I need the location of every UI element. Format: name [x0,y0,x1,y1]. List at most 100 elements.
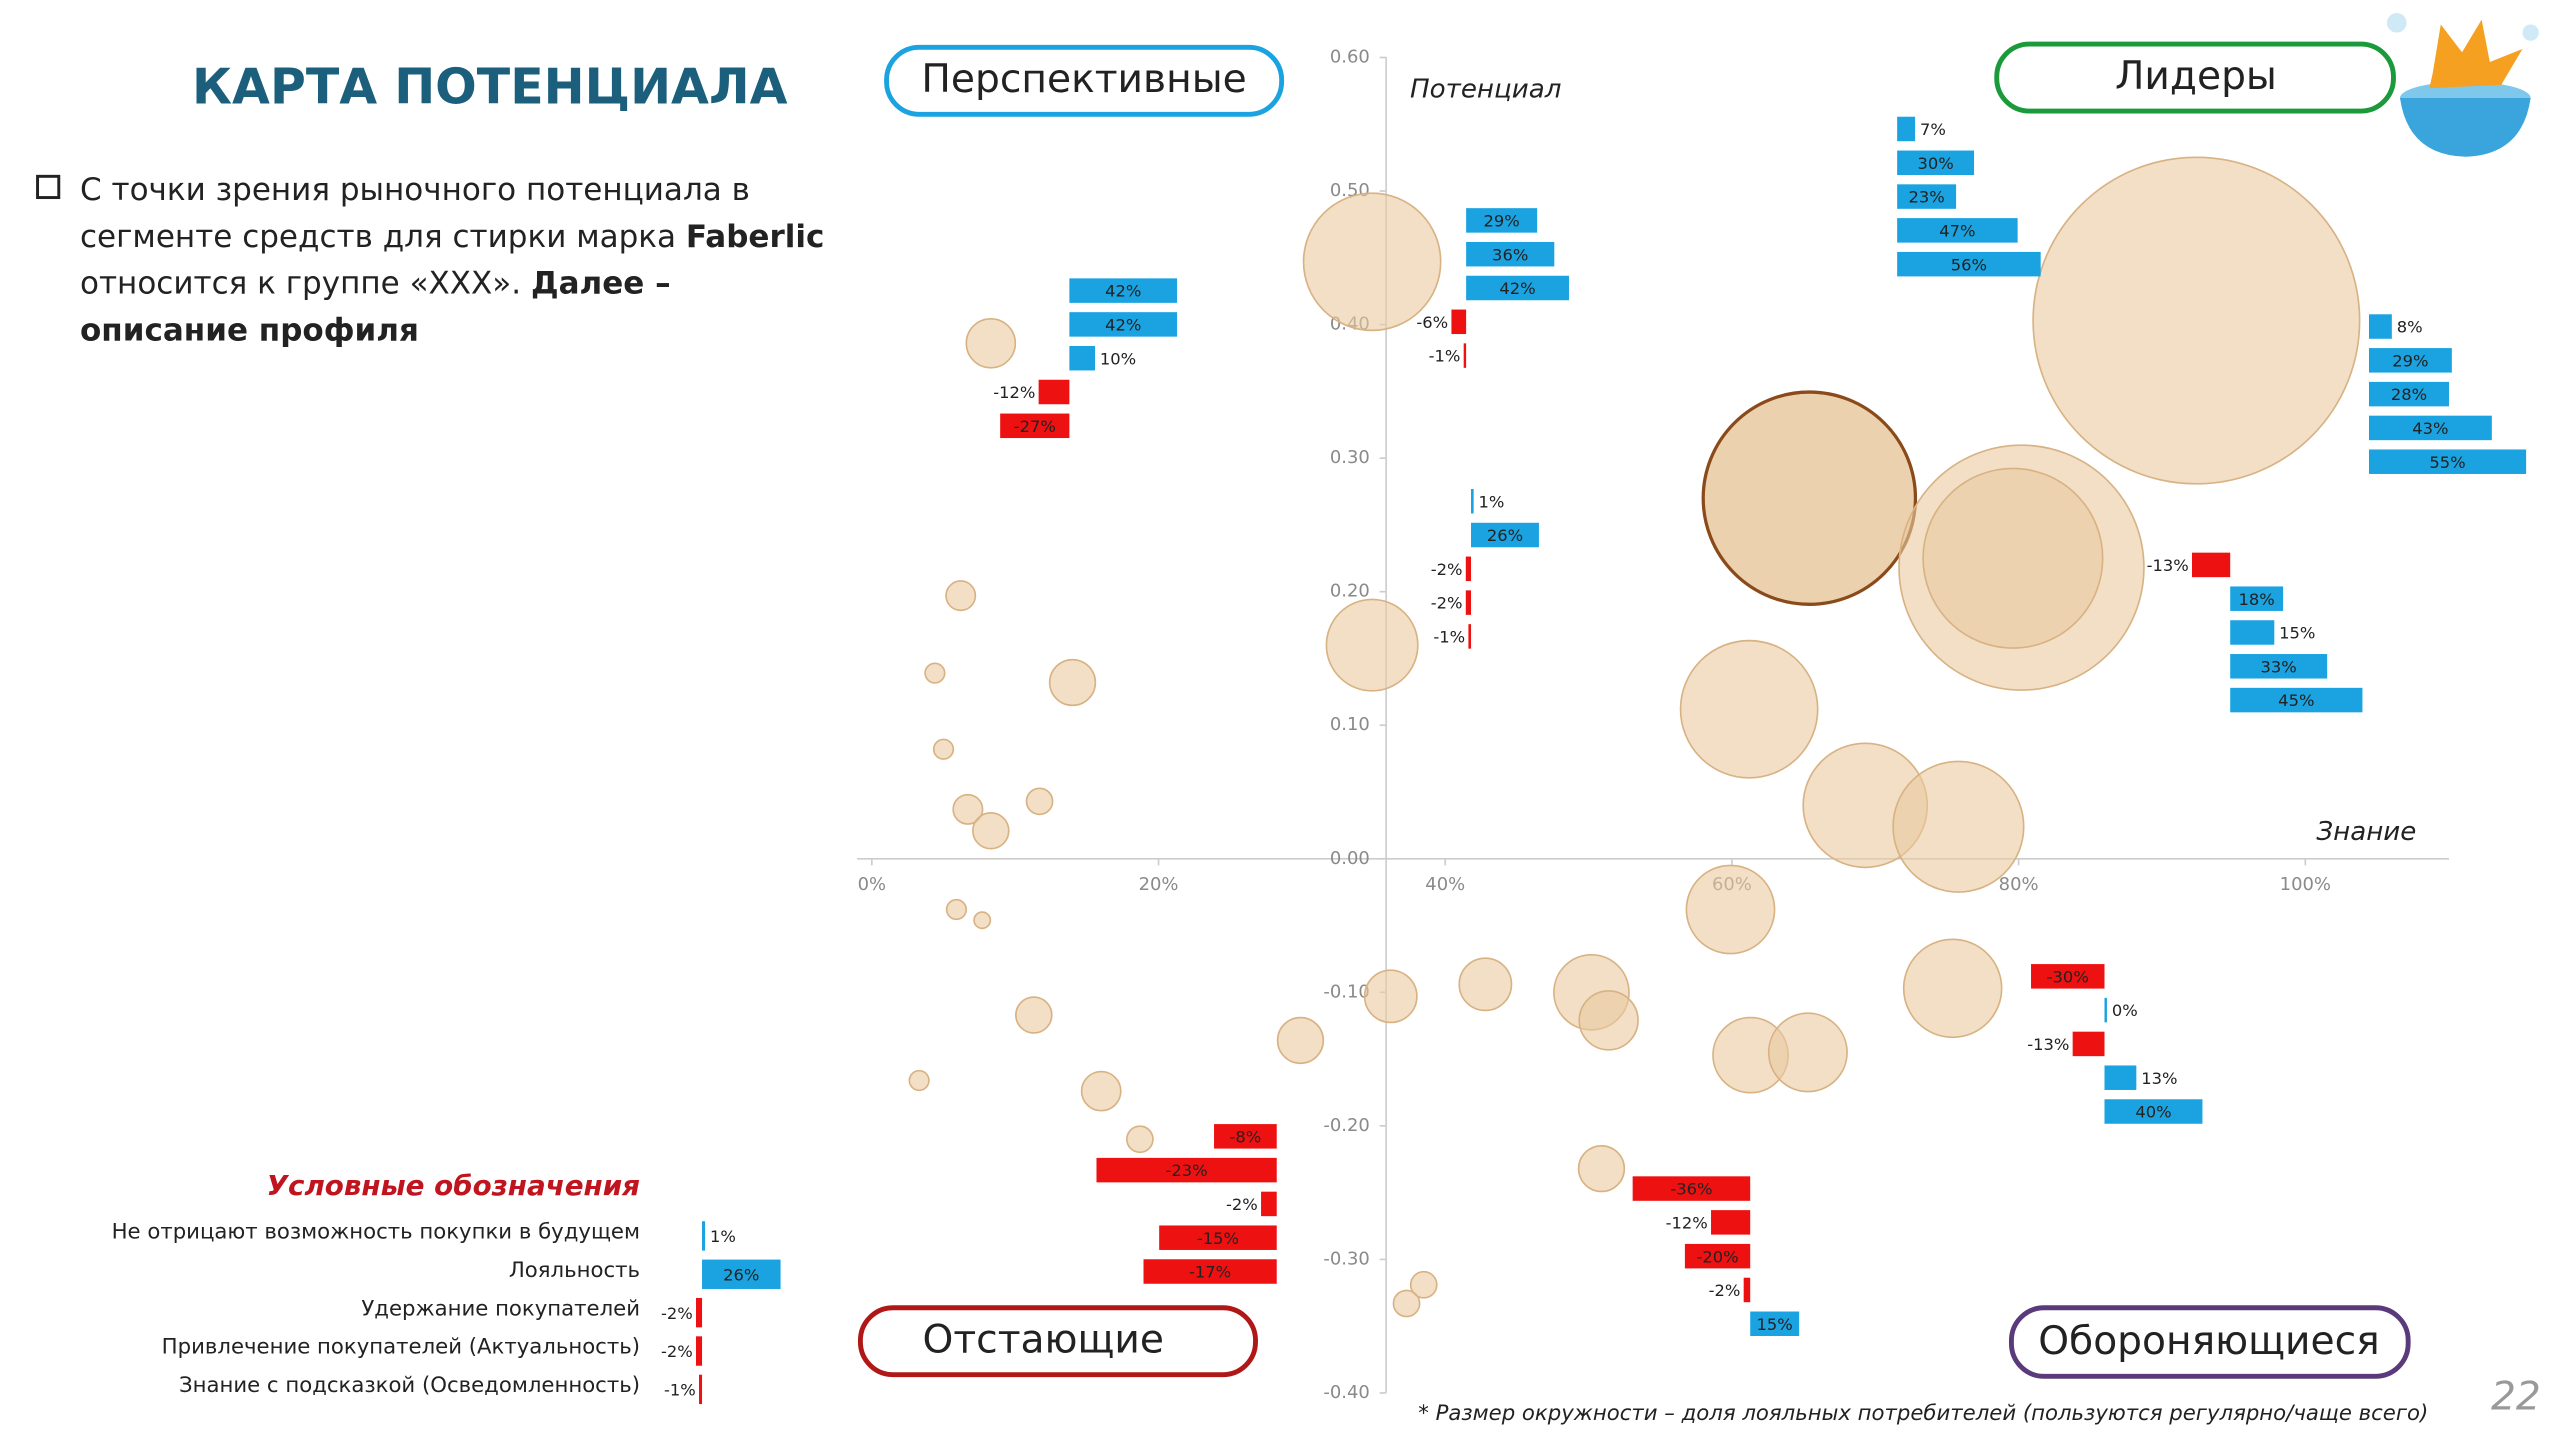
bar-label: -1% [1433,628,1465,647]
legend-title: Условные обозначения [267,1169,640,1202]
bar-label: -30% [2047,967,2089,986]
bullet-run: Далее – [531,266,671,302]
bar-label: -12% [1666,1214,1708,1233]
bubble [908,1069,930,1092]
bar-label: 26% [1487,526,1523,545]
bullet-line: сегменте средств для стирки марка Faberl… [80,219,824,255]
bar [1465,556,1472,582]
bullet-line: С точки зрения рыночного потенциала в [80,172,750,208]
bar [1897,218,2018,243]
bar-label: 8% [2397,318,2423,337]
bar-label: 29% [1483,212,1519,231]
bar-label: -12% [993,383,1035,402]
bubble [1892,760,2025,893]
x-tick-label: 0% [858,874,886,895]
page-number: 22 [2491,1375,2541,1420]
bar-label: 42% [1105,316,1141,335]
bar [1143,1259,1277,1284]
bar [1261,1191,1277,1217]
y-axis-label: Потенциал [1410,74,1561,104]
bar [702,1259,781,1289]
bar-label: 13% [2141,1069,2177,1088]
bar [1750,1311,1800,1336]
x-tick-label: 80% [1999,874,2039,895]
y-tick-label: -0.10 [1323,981,1369,1002]
bubble [973,911,992,930]
bar-label: -2% [661,1342,693,1361]
bubble [924,662,946,684]
legend-label: Знание с подсказкой (Осведомленность) [179,1373,640,1398]
y-tick-label: 0.60 [1330,46,1370,67]
bar [1897,184,1957,209]
quadrant-frame [884,44,1285,117]
quadrant-label: Обороняющиеся [2038,1319,2379,1364]
x-tick-label: 40% [1425,874,1465,895]
bar-label: 15% [1757,1315,1793,1334]
bar-label: 26% [723,1265,759,1284]
bar [1069,278,1178,303]
bar [2104,1065,2137,1090]
bar-label: -23% [1166,1161,1208,1180]
bullet-run: С точки зрения рыночного потенциала в [80,172,750,208]
bar-label: -6% [1416,313,1448,332]
bar-label: 1% [710,1227,736,1246]
bar-label: 15% [2279,624,2315,643]
bar [1069,345,1096,371]
bar [1159,1225,1277,1250]
bubble [1080,1070,1122,1112]
bubble [1409,1270,1438,1299]
quadrant-frame [2008,1305,2411,1379]
bar [1468,624,1472,649]
bar [1096,1157,1277,1183]
bar-label: -13% [2027,1035,2069,1054]
bar-label: 30% [1917,154,1953,173]
bullet-run: сегменте средств для стирки марка [80,219,686,255]
bubble [952,793,984,825]
bar-label: -2% [1431,594,1463,613]
quadrant-label: Перспективные [921,57,1246,102]
legend-label: Удержание покупателей [361,1296,640,1321]
bar [1466,241,1555,267]
bar [2368,449,2527,474]
bar [2230,620,2275,645]
y-tick-label: 0.30 [1330,447,1370,468]
bar-label: -2% [661,1304,693,1323]
bubble [965,317,1017,369]
bar [2104,997,2107,1023]
y-tick-label: 0.10 [1330,714,1370,735]
legend-label: Лояльность [509,1258,640,1283]
bar [1743,1277,1751,1303]
bar [702,1221,706,1251]
quadrant-label: Отстающие [923,1318,1164,1363]
bar [2104,1099,2203,1124]
bar-label: 0% [2112,1001,2138,1020]
bar [699,1374,703,1405]
bubble [1126,1125,1154,1154]
bar [1038,379,1070,405]
bar-label: -1% [664,1381,696,1400]
bullet-box [36,174,61,200]
bubble [1363,969,1418,1024]
bar-label: 36% [1492,245,1528,264]
bar [1897,116,1916,142]
bar [2368,381,2449,407]
bar [1711,1210,1751,1235]
basin-icon [2386,13,2539,157]
quadrant-frame [857,1305,1258,1378]
bar-label: -13% [2147,556,2189,575]
bar [1214,1124,1277,1149]
bar-label: -2% [1431,560,1463,579]
bubble [1577,1144,1626,1193]
x-tick-label: 20% [1139,874,1179,895]
bar [2072,1031,2105,1057]
bar-label: 1% [1479,492,1505,511]
bar-label: 23% [1908,188,1944,207]
y-tick-label: 0.20 [1330,581,1370,602]
bar [2368,348,2452,373]
bullet-run: относится к группе «ХХХ». [80,266,531,302]
bar-label: -2% [1226,1195,1258,1214]
bubble [2032,156,2361,485]
bar-label: 42% [1105,282,1141,301]
bar-label: 42% [1499,279,1535,298]
bar [2230,654,2328,679]
